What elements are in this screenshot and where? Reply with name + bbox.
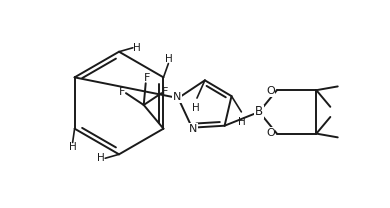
Text: O: O [266, 128, 275, 138]
Text: H: H [238, 117, 246, 127]
Text: H: H [133, 43, 140, 53]
Text: F: F [119, 87, 125, 97]
Text: H: H [98, 153, 105, 163]
Text: N: N [173, 92, 181, 102]
Text: H: H [69, 142, 76, 152]
Text: N: N [189, 124, 197, 134]
Text: F: F [162, 87, 168, 97]
Text: O: O [266, 86, 275, 96]
Text: F: F [144, 73, 150, 83]
Text: H: H [192, 103, 200, 113]
Text: B: B [255, 105, 263, 118]
Text: H: H [165, 53, 172, 64]
